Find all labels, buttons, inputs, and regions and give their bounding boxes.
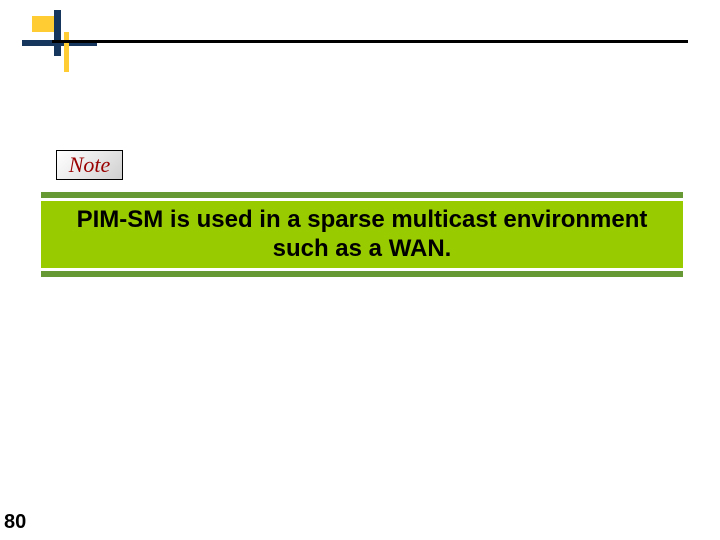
decor-vertical-navy (54, 10, 61, 56)
highlight-text: PIM-SM is used in a sparse multicast env… (59, 206, 665, 264)
decor-vertical-yellow (64, 32, 69, 72)
header-rule (52, 40, 688, 43)
note-label-box: Note (56, 150, 123, 180)
highlight-band: PIM-SM is used in a sparse multicast env… (41, 201, 683, 268)
note-label-text: Note (69, 152, 111, 178)
corner-decor (22, 10, 97, 85)
highlight-border-bottom (41, 271, 683, 277)
decor-square-yellow (32, 16, 54, 32)
page-number: 80 (4, 511, 26, 534)
highlight-border-top (41, 192, 683, 198)
slide: Note PIM-SM is used in a sparse multicas… (0, 0, 720, 540)
